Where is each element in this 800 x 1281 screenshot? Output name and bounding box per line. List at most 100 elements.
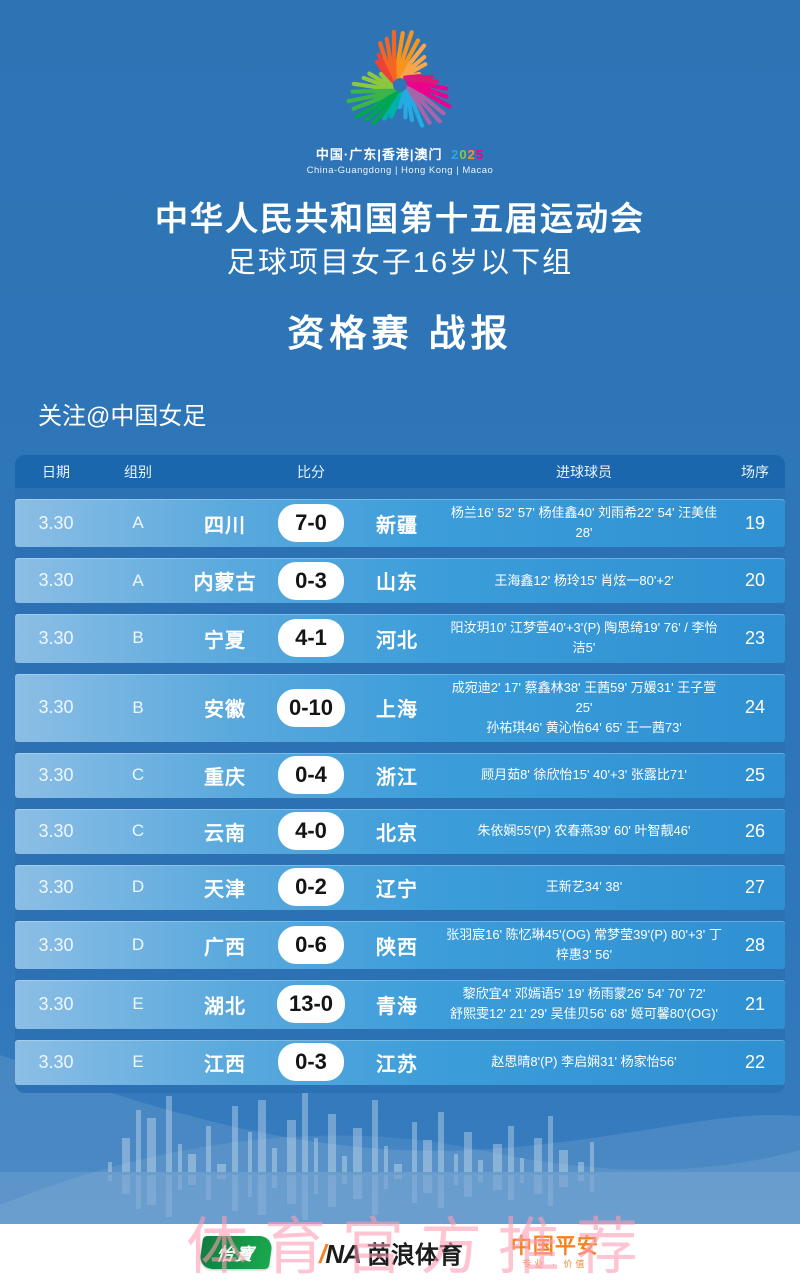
- match-group: D: [131, 877, 145, 897]
- table-row: 3.30 D 广西 0-6 陕西 张羽宸16' 陈忆琳45'(OG) 常梦莹39…: [15, 920, 785, 970]
- logo-caption-cn: 中国·广东|香港|澳门: [315, 147, 443, 162]
- score-badge: 0-3: [278, 1043, 344, 1082]
- score-cell: 0-3: [278, 1043, 344, 1082]
- pingan-logo: 中国平安 专业 · 价值: [511, 1235, 599, 1270]
- page-subtitle: 足球项目女子16岁以下组: [226, 247, 574, 279]
- page-title: 中华人民共和国第十五届运动会: [155, 200, 645, 237]
- results-table: 日期 组别 比分 进球球员 场序 3.30 A 四川 7-0 新疆 杨兰16' …: [15, 455, 785, 1093]
- table-row: 3.30 B 宁夏 4-1 河北 阳汝玥10' 江梦萱40'+3'(P) 陶思绮…: [15, 614, 785, 663]
- score-badge: 4-1: [278, 619, 344, 658]
- logo-caption-year: 2025: [451, 147, 485, 162]
- match-order: 19: [744, 512, 766, 533]
- follow-account-text: 关注@中国女足: [38, 403, 207, 430]
- col-header-order: 场序: [741, 463, 769, 480]
- goal-scorers: 王新艺34' 38': [443, 873, 725, 901]
- match-order: 21: [744, 993, 766, 1014]
- match-group: C: [131, 821, 145, 841]
- score-badge: 13-0: [276, 985, 346, 1024]
- scorer-line: 顾月茹8' 徐欣怡15' 40'+3' 张露比71': [481, 767, 687, 783]
- match-date: 3.30: [38, 876, 74, 897]
- score-badge: 7-0: [278, 504, 344, 543]
- match-group: B: [132, 628, 144, 648]
- home-team: 云南: [204, 822, 246, 845]
- score-badge: 0-3: [278, 561, 344, 600]
- scorer-line: 杨兰16' 52' 57' 杨佳鑫40' 刘雨希22' 54' 汪美佳28': [450, 505, 718, 541]
- ina-name: 茵浪体育: [366, 1242, 463, 1269]
- goal-scorers: 顾月茹8' 徐欣怡15' 40'+3' 张露比71': [443, 761, 725, 789]
- score-badge: 0-10: [276, 688, 346, 727]
- home-team: 宁夏: [204, 629, 246, 652]
- table-row: 3.30 C 重庆 0-4 浙江 顾月茹8' 徐欣怡15' 40'+3' 张露比…: [15, 752, 785, 798]
- scorer-line: 王新艺34' 38': [545, 879, 623, 895]
- score-cell: 0-10: [276, 688, 346, 727]
- match-date: 3.30: [38, 627, 74, 648]
- match-order: 27: [744, 876, 766, 897]
- scorer-line: 阳汝玥10' 江梦萱40'+3'(P) 陶思绮19' 76' / 李怡洁5': [450, 620, 718, 656]
- scorer-line: 舒熙雯12' 21' 29' 吴佳贝56' 68' 姬可馨80'(OG)': [449, 1006, 719, 1022]
- away-team: 河北: [376, 629, 418, 652]
- table-row: 3.30 A 内蒙古 0-3 山东 王海鑫12' 杨玲15' 肖炫一80'+2'…: [15, 558, 785, 604]
- away-team: 新疆: [376, 514, 418, 537]
- home-team: 内蒙古: [193, 572, 257, 595]
- match-order: 26: [744, 820, 766, 841]
- goal-scorers: 赵思晴8'(P) 李启娴31' 杨家怡56': [443, 1048, 725, 1076]
- table-row: 3.30 D 天津 0-2 辽宁 王新艺34' 38' 27: [15, 864, 785, 910]
- home-team: 江西: [204, 1053, 246, 1076]
- match-date: 3.30: [38, 697, 74, 718]
- pingan-name: 中国平安: [510, 1235, 599, 1258]
- goal-scorers: 张羽宸16' 陈忆琳45'(OG) 常梦莹39'(P) 80'+3' 丁梓惠3'…: [443, 921, 725, 969]
- table-row: 3.30 B 安徽 0-10 上海 成宛迪2' 17' 蔡鑫林38' 王茜59'…: [15, 673, 785, 742]
- match-date: 3.30: [38, 570, 74, 591]
- score-cell: 13-0: [276, 985, 346, 1024]
- match-group: C: [131, 765, 145, 785]
- section-title: 资格赛 战报: [287, 313, 513, 354]
- match-order: 25: [744, 764, 766, 785]
- ina-mark-icon: /NA: [319, 1239, 362, 1269]
- home-team: 安徽: [204, 699, 246, 722]
- scorer-line: 黎欣宜4' 邓嫣语5' 19' 杨雨蒙26' 54' 70' 72': [462, 986, 706, 1002]
- pingan-tagline: 专业 · 价值: [522, 1259, 588, 1270]
- match-date: 3.30: [38, 764, 74, 785]
- event-logo-block: 中国·广东|香港|澳门 2025 China-Guangdong | Hong …: [0, 30, 800, 176]
- logo-caption: 中国·广东|香港|澳门 2025: [0, 144, 800, 163]
- table-row: 3.30 C 云南 4-0 北京 朱依娴55'(P) 农春燕39' 60' 叶智…: [15, 808, 785, 854]
- home-team: 广西: [204, 936, 246, 959]
- score-cell: 0-6: [278, 926, 344, 965]
- table-row: 3.30 E 江西 0-3 江苏 赵思晴8'(P) 李启娴31' 杨家怡56' …: [15, 1039, 785, 1085]
- away-team: 辽宁: [376, 878, 418, 901]
- match-group: A: [132, 513, 144, 533]
- goal-scorers: 杨兰16' 52' 57' 杨佳鑫40' 刘雨希22' 54' 汪美佳28': [443, 499, 725, 547]
- match-order: 20: [744, 570, 766, 591]
- match-date: 3.30: [38, 512, 74, 533]
- table-body: 3.30 A 四川 7-0 新疆 杨兰16' 52' 57' 杨佳鑫40' 刘雨…: [15, 499, 785, 1085]
- score-badge: 4-0: [278, 812, 344, 851]
- home-team: 湖北: [204, 995, 246, 1018]
- match-date: 3.30: [38, 934, 74, 955]
- logo-caption-en: China-Guangdong | Hong Kong | Macao: [306, 165, 494, 176]
- away-team: 青海: [376, 995, 418, 1018]
- scorer-line: 孙祐琪46' 黄沁怡64' 65' 王一茜73': [486, 719, 682, 735]
- home-team: 四川: [204, 514, 246, 537]
- away-team: 北京: [376, 822, 418, 845]
- yibao-logo: 怡寶: [198, 1236, 274, 1269]
- score-cell: 0-3: [278, 561, 344, 600]
- away-team: 上海: [376, 699, 418, 722]
- goal-scorers: 王海鑫12' 杨玲15' 肖炫一80'+2': [443, 567, 725, 595]
- table-row: 3.30 A 四川 7-0 新疆 杨兰16' 52' 57' 杨佳鑫40' 刘雨…: [15, 499, 785, 548]
- match-group: B: [132, 697, 144, 717]
- home-team: 重庆: [204, 766, 246, 789]
- away-team: 浙江: [376, 766, 418, 789]
- col-header-scorers: 进球球员: [556, 463, 612, 480]
- scorer-line: 朱依娴55'(P) 农春燕39' 60' 叶智靓46': [477, 823, 691, 839]
- col-header-score: 比分: [297, 463, 325, 480]
- ina-sports-logo: /NA 茵浪体育: [319, 1235, 463, 1270]
- match-order: 24: [744, 697, 766, 718]
- match-group: E: [132, 994, 144, 1014]
- score-cell: 0-2: [278, 868, 344, 907]
- sponsor-bar: 怡寶 /NA 茵浪体育 中国平安 专业 · 价值: [0, 1224, 800, 1281]
- away-team: 江苏: [376, 1053, 418, 1076]
- match-order: 22: [744, 1051, 766, 1072]
- score-cell: 7-0: [278, 504, 344, 543]
- score-cell: 4-0: [278, 812, 344, 851]
